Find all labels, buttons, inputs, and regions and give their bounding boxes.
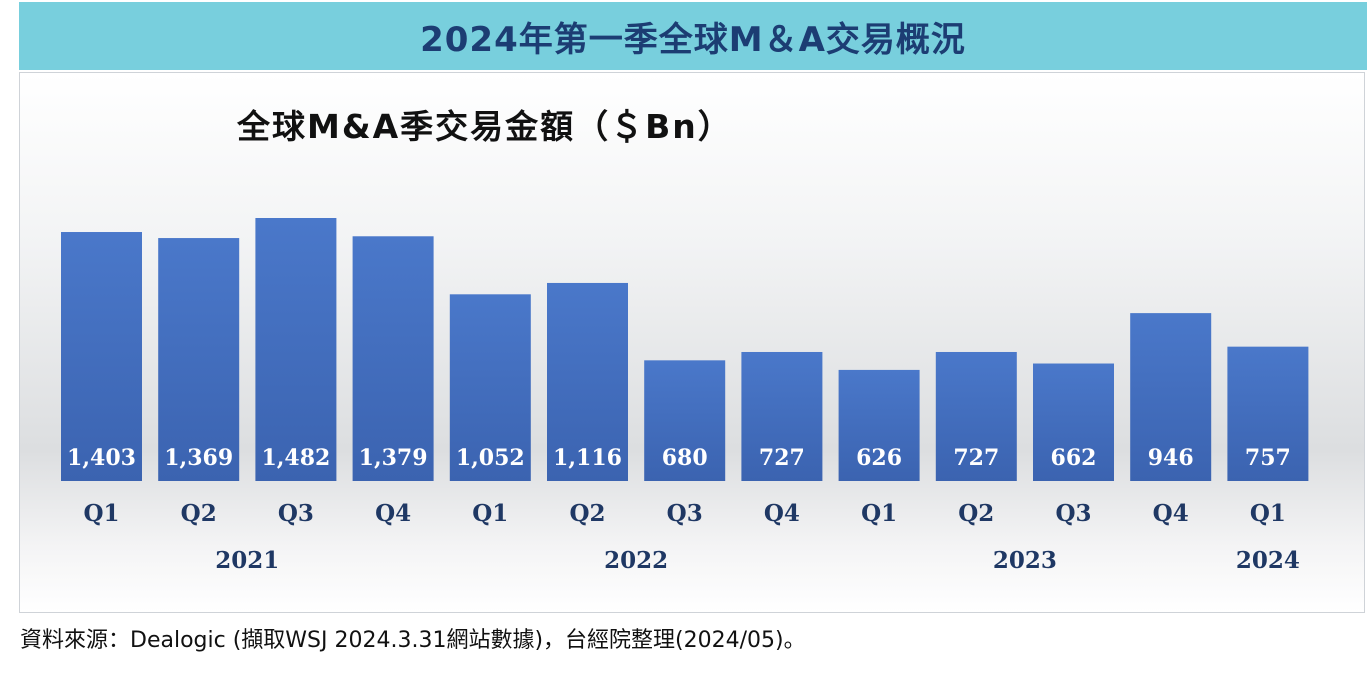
header-banner: 2024年第一季全球M＆A交易概況 — [19, 2, 1367, 70]
bar-value-label: 757 — [1245, 445, 1291, 471]
bar-value-label: 946 — [1148, 445, 1194, 471]
bar — [1130, 313, 1212, 481]
x-tick-label: Q3 — [1055, 500, 1091, 527]
x-tick-label: Q1 — [472, 500, 508, 527]
x-tick-label: Q2 — [569, 500, 605, 527]
bar — [1033, 363, 1114, 481]
year-group-label: 2021 — [215, 547, 279, 574]
x-tick-label: Q4 — [375, 500, 411, 527]
chart-title: 全球M&A季交易金額（＄Bn） — [237, 107, 733, 146]
year-group-label: 2024 — [1236, 547, 1300, 574]
bar-value-label: 662 — [1051, 445, 1097, 471]
year-group-label: 2022 — [604, 547, 668, 574]
bar — [644, 360, 726, 481]
x-tick-label: Q1 — [861, 500, 897, 527]
bar — [158, 238, 240, 481]
bar — [61, 232, 142, 481]
bar-value-label: 1,482 — [261, 445, 330, 471]
bar — [1227, 346, 1309, 481]
bar — [547, 282, 628, 481]
bar — [449, 294, 531, 481]
source-note: 資料來源：Dealogic (擷取WSJ 2024.3.31網站數據)，台經院整… — [20, 628, 806, 653]
bar — [352, 236, 434, 481]
page-title: 2024年第一季全球M＆A交易概況 — [420, 19, 966, 60]
x-tick-label: Q3 — [667, 500, 703, 527]
bar-value-label: 680 — [662, 445, 708, 471]
bar — [838, 369, 920, 481]
bar — [255, 218, 337, 481]
bar — [935, 351, 1017, 481]
bar-value-label: 1,116 — [553, 445, 622, 471]
x-tick-label: Q2 — [958, 500, 994, 527]
x-tick-label: Q3 — [278, 500, 314, 527]
bar-value-label: 1,052 — [456, 445, 525, 471]
bar-value-label: 1,403 — [67, 445, 136, 471]
x-tick-label: Q4 — [1153, 500, 1189, 527]
bar-value-label: 727 — [759, 445, 805, 471]
bar-value-label: 1,369 — [164, 445, 233, 471]
x-tick-label: Q4 — [764, 500, 800, 527]
bar-value-label: 1,379 — [359, 445, 428, 471]
bar — [741, 351, 823, 481]
x-tick-label: Q1 — [1250, 500, 1286, 527]
x-tick-label: Q1 — [83, 500, 119, 527]
year-group-label: 2023 — [993, 547, 1057, 574]
x-tick-label: Q2 — [181, 500, 217, 527]
bar-value-label: 727 — [953, 445, 999, 471]
bar-value-label: 626 — [856, 445, 902, 471]
